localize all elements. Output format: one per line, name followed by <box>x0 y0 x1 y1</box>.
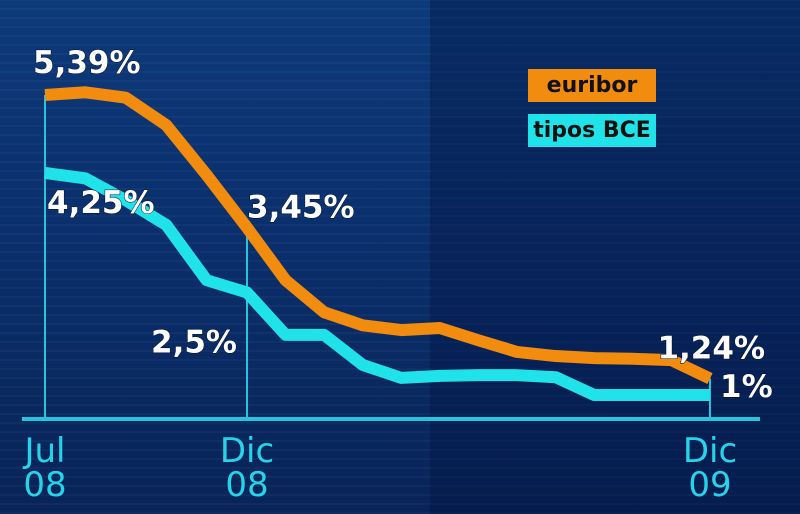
data-label: 2,5% <box>151 324 237 360</box>
x-tick-label: 08 <box>23 465 66 505</box>
x-tick-label: 09 <box>688 465 731 505</box>
data-label: 1% <box>720 369 773 405</box>
x-tick-label: Dic <box>683 431 737 471</box>
data-label: 5,39% <box>33 45 141 81</box>
legend-euribor: euribor <box>528 69 656 102</box>
x-tick-label: Dic <box>220 431 274 471</box>
series-line-euribor <box>44 86 713 385</box>
x-tick-label: 08 <box>225 465 268 505</box>
data-label: 1,24% <box>657 331 765 367</box>
data-label: 3,45% <box>247 190 355 226</box>
legend-label: tipos BCE <box>533 118 651 143</box>
legend-tipos-bce: tipos BCE <box>528 114 656 147</box>
data-label: 4,25% <box>47 185 155 221</box>
series-line-tipos-bce <box>44 166 710 401</box>
legend-label: euribor <box>546 73 638 98</box>
x-tick-label: Jul <box>22 431 65 471</box>
